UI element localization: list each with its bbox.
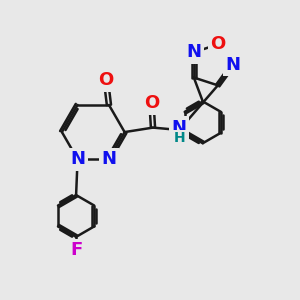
Text: N: N — [225, 56, 240, 74]
Text: N: N — [186, 43, 201, 61]
Text: N: N — [70, 150, 85, 168]
Text: H: H — [173, 131, 185, 146]
Text: N: N — [101, 150, 116, 168]
Text: O: O — [98, 71, 114, 89]
Text: F: F — [70, 241, 82, 259]
Text: O: O — [144, 94, 159, 112]
Text: O: O — [210, 35, 226, 53]
Text: N: N — [172, 118, 187, 136]
